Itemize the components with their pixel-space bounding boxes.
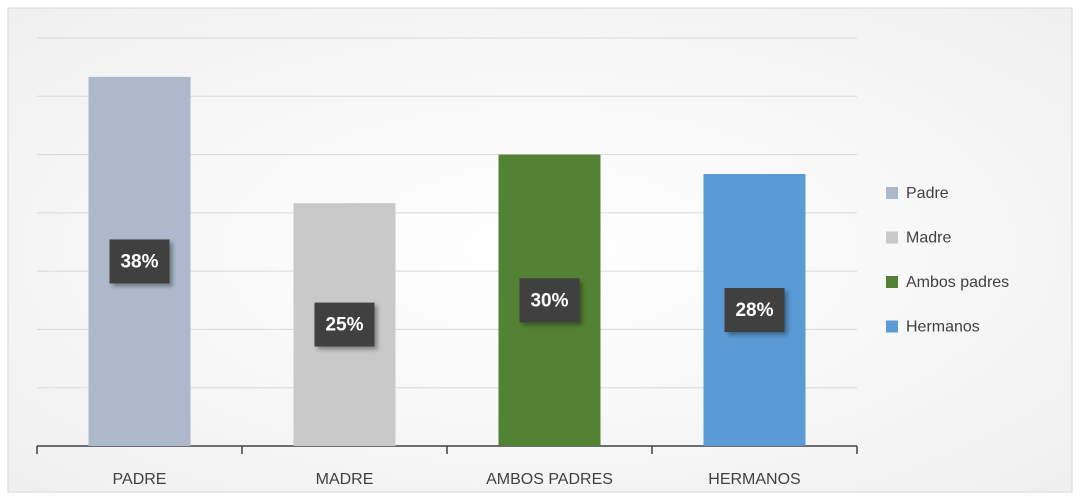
legend-marker xyxy=(886,187,898,199)
value-label: 38% xyxy=(120,251,158,272)
value-label-box xyxy=(519,278,580,323)
legend-label: Ambos padres xyxy=(906,274,1009,291)
value-label-box xyxy=(724,288,785,332)
x-tick-label: AMBOS PADRES xyxy=(486,471,613,488)
x-tick-label: HERMANOS xyxy=(708,471,800,488)
legend-label: Hermanos xyxy=(906,319,980,336)
value-label-box xyxy=(109,239,170,284)
value-label: 28% xyxy=(735,300,773,321)
legend-label: Madre xyxy=(906,230,951,247)
x-tick-label: PADRE xyxy=(113,471,167,488)
legend-marker xyxy=(886,231,898,244)
value-label: 25% xyxy=(325,315,363,336)
x-tick-label: MADRE xyxy=(316,471,374,488)
legend-label: Padre xyxy=(906,185,949,202)
legend-marker xyxy=(886,320,898,333)
value-label: 30% xyxy=(530,290,568,311)
legend-marker xyxy=(886,276,898,288)
value-label-box xyxy=(314,302,375,347)
